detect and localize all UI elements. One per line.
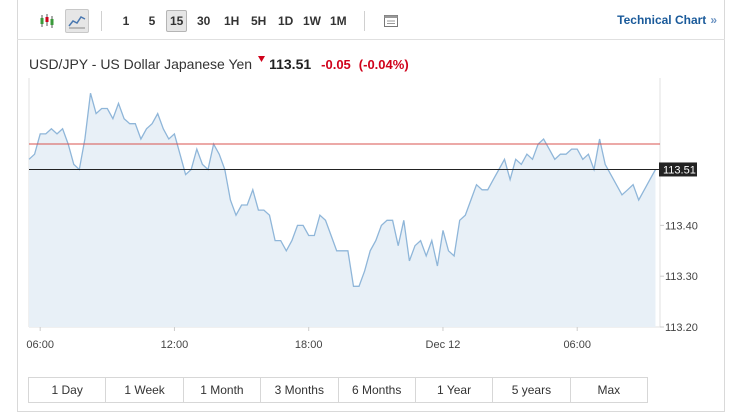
interval-1[interactable]: 1 xyxy=(122,14,130,28)
toolbar-divider xyxy=(101,11,102,31)
down-arrow-icon xyxy=(258,48,266,68)
interval-1m[interactable]: 1M xyxy=(330,14,347,28)
chart-widget xyxy=(17,0,725,412)
interval-5[interactable]: 5 xyxy=(148,14,156,28)
y-tick-label: 113.20 xyxy=(665,322,698,334)
interval-1d[interactable]: 1D xyxy=(278,14,294,28)
range-1-day[interactable]: 1 Day xyxy=(29,378,107,402)
y-tick-label: 113.40 xyxy=(665,220,698,232)
x-tick-label: 06:00 xyxy=(563,339,591,351)
instrument-name: USD/JPY - US Dollar Japanese Yen xyxy=(29,56,253,72)
interval-5h[interactable]: 5H xyxy=(251,14,267,28)
quote-header: USD/JPY - US Dollar Japanese Yen 113.51 -0… xyxy=(29,48,409,72)
price-area-fill xyxy=(29,93,656,327)
y-tick-label: 113.30 xyxy=(665,271,698,283)
x-axis: 06:00 12:00 18:00 Dec 12 06:00 xyxy=(26,327,591,351)
interval-1h[interactable]: 1H xyxy=(224,14,240,28)
toolbar-divider xyxy=(364,11,365,31)
price-change-percent: (-0.04%) xyxy=(358,57,409,72)
candlestick-icon[interactable] xyxy=(35,9,59,33)
last-price-badge-label: 113.51 xyxy=(663,164,696,176)
range-1-year[interactable]: 1 Year xyxy=(415,378,494,402)
technical-chart-label: Technical Chart xyxy=(617,13,707,27)
range-3-months[interactable]: 3 Months xyxy=(261,378,339,402)
range-5-years[interactable]: 5 years xyxy=(493,378,571,402)
range-max[interactable]: Max xyxy=(570,378,647,402)
price-line xyxy=(28,93,657,287)
last-price: 113.51 xyxy=(269,56,312,72)
range-1-week[interactable]: 1 Week xyxy=(106,378,184,402)
double-chevron-right-icon: » xyxy=(710,13,717,27)
x-tick-label: 12:00 xyxy=(161,339,189,351)
x-tick-label: 06:00 xyxy=(26,339,54,351)
x-tick-label: Dec 12 xyxy=(426,339,461,351)
x-tick-label: 18:00 xyxy=(295,339,323,351)
interval-15[interactable]: 15 xyxy=(166,10,188,32)
last-price-badge xyxy=(659,162,697,177)
price-change: -0.05 xyxy=(321,57,351,72)
interval-30[interactable]: 30 xyxy=(197,14,211,28)
chart-toolbar: 1 5 15 30 1H 5H 1D 1W 1M Technical Chart… xyxy=(17,0,725,40)
range-1-month[interactable]: 1 Month xyxy=(183,378,262,402)
technical-chart-link[interactable]: Technical Chart» xyxy=(617,13,717,27)
y-axis: 113.20 113.30 113.40 113.51 xyxy=(659,162,698,334)
line-chart-icon[interactable] xyxy=(65,9,89,33)
range-6-months[interactable]: 6 Months xyxy=(338,378,416,402)
chart-settings-icon[interactable] xyxy=(379,9,403,33)
range-selector: 1 Day 1 Week 1 Month 3 Months 6 Months 1… xyxy=(28,377,648,403)
interval-1w[interactable]: 1W xyxy=(303,14,321,28)
